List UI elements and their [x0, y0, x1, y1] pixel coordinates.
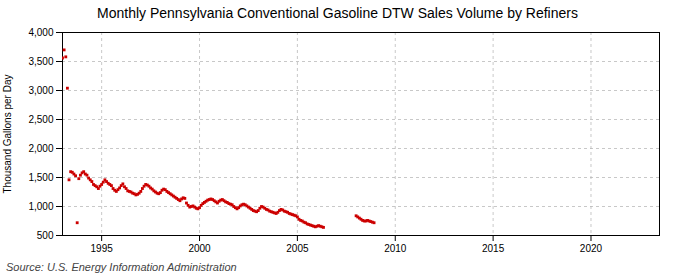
svg-text:2005: 2005 — [286, 243, 309, 254]
svg-text:1,500: 1,500 — [28, 172, 53, 183]
svg-text:2,000: 2,000 — [28, 143, 53, 154]
svg-text:3,500: 3,500 — [28, 56, 53, 67]
svg-text:2010: 2010 — [384, 243, 407, 254]
svg-text:500: 500 — [37, 230, 54, 241]
svg-text:2,500: 2,500 — [28, 114, 53, 125]
svg-text:2015: 2015 — [482, 243, 505, 254]
html-text:Source: U.S. Energy Informatio: Source: U.S. Energy Information Administ… — [6, 261, 237, 273]
svg-text:2000: 2000 — [188, 243, 211, 254]
html-text:Monthly Pennsylvania Conventio: Monthly Pennsylvania Conventional Gasoli… — [97, 5, 578, 21]
svg-text:Thousand Gallons per Day: Thousand Gallons per Day — [2, 75, 13, 194]
svg-text:3,000: 3,000 — [28, 85, 53, 96]
svg-text:1,000: 1,000 — [28, 201, 53, 212]
svg-text:4,000: 4,000 — [28, 27, 53, 38]
svg-text:1995: 1995 — [91, 243, 114, 254]
svg-text:2020: 2020 — [580, 243, 603, 254]
